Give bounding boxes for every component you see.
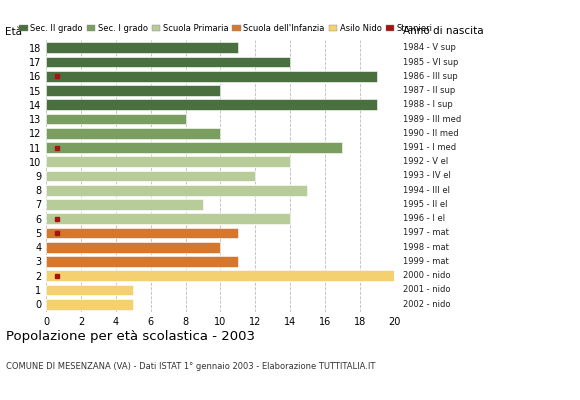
Text: 1997 - mat: 1997 - mat (403, 228, 449, 238)
Bar (46, 171, 255, 181)
Bar (46, 100, 377, 110)
Text: Età: Età (5, 27, 21, 37)
Bar (46, 42, 238, 53)
Text: 2002 - nido: 2002 - nido (403, 300, 451, 309)
Bar (46, 284, 133, 295)
Text: 1988 - I sup: 1988 - I sup (403, 100, 453, 109)
Text: COMUNE DI MESENZANA (VA) - Dati ISTAT 1° gennaio 2003 - Elaborazione TUTTITALIA.: COMUNE DI MESENZANA (VA) - Dati ISTAT 1°… (6, 362, 375, 371)
Text: 1993 - IV el: 1993 - IV el (403, 172, 451, 180)
Bar (46, 213, 290, 224)
Bar (46, 228, 238, 238)
Text: 1986 - III sup: 1986 - III sup (403, 72, 458, 81)
Text: 1996 - I el: 1996 - I el (403, 214, 445, 223)
Text: 1991 - I med: 1991 - I med (403, 143, 456, 152)
Text: 1985 - VI sup: 1985 - VI sup (403, 58, 458, 66)
Text: 1989 - III med: 1989 - III med (403, 114, 461, 124)
Text: 1995 - II el: 1995 - II el (403, 200, 448, 209)
Text: 1994 - III el: 1994 - III el (403, 186, 450, 195)
Bar (46, 142, 342, 153)
Text: 1999 - mat: 1999 - mat (403, 257, 449, 266)
Bar (46, 57, 290, 68)
Text: 1984 - V sup: 1984 - V sup (403, 43, 456, 52)
Text: Popolazione per età scolastica - 2003: Popolazione per età scolastica - 2003 (6, 330, 255, 343)
Bar (46, 256, 238, 267)
Bar (46, 114, 186, 124)
Bar (46, 270, 394, 281)
Bar (46, 199, 203, 210)
Text: Anno di nascita: Anno di nascita (403, 26, 484, 36)
Bar (46, 156, 290, 167)
Text: 1987 - II sup: 1987 - II sup (403, 86, 455, 95)
Bar (46, 242, 220, 252)
Legend: Sec. II grado, Sec. I grado, Scuola Primaria, Scuola dell'Infanzia, Asilo Nido, : Sec. II grado, Sec. I grado, Scuola Prim… (19, 24, 433, 33)
Text: 2000 - nido: 2000 - nido (403, 271, 451, 280)
Bar (46, 299, 133, 310)
Text: 1990 - II med: 1990 - II med (403, 129, 459, 138)
Text: 2001 - nido: 2001 - nido (403, 286, 451, 294)
Text: 1992 - V el: 1992 - V el (403, 157, 448, 166)
Bar (46, 128, 220, 139)
Bar (46, 85, 220, 96)
Bar (46, 185, 307, 196)
Text: 1998 - mat: 1998 - mat (403, 243, 449, 252)
Bar (46, 71, 377, 82)
